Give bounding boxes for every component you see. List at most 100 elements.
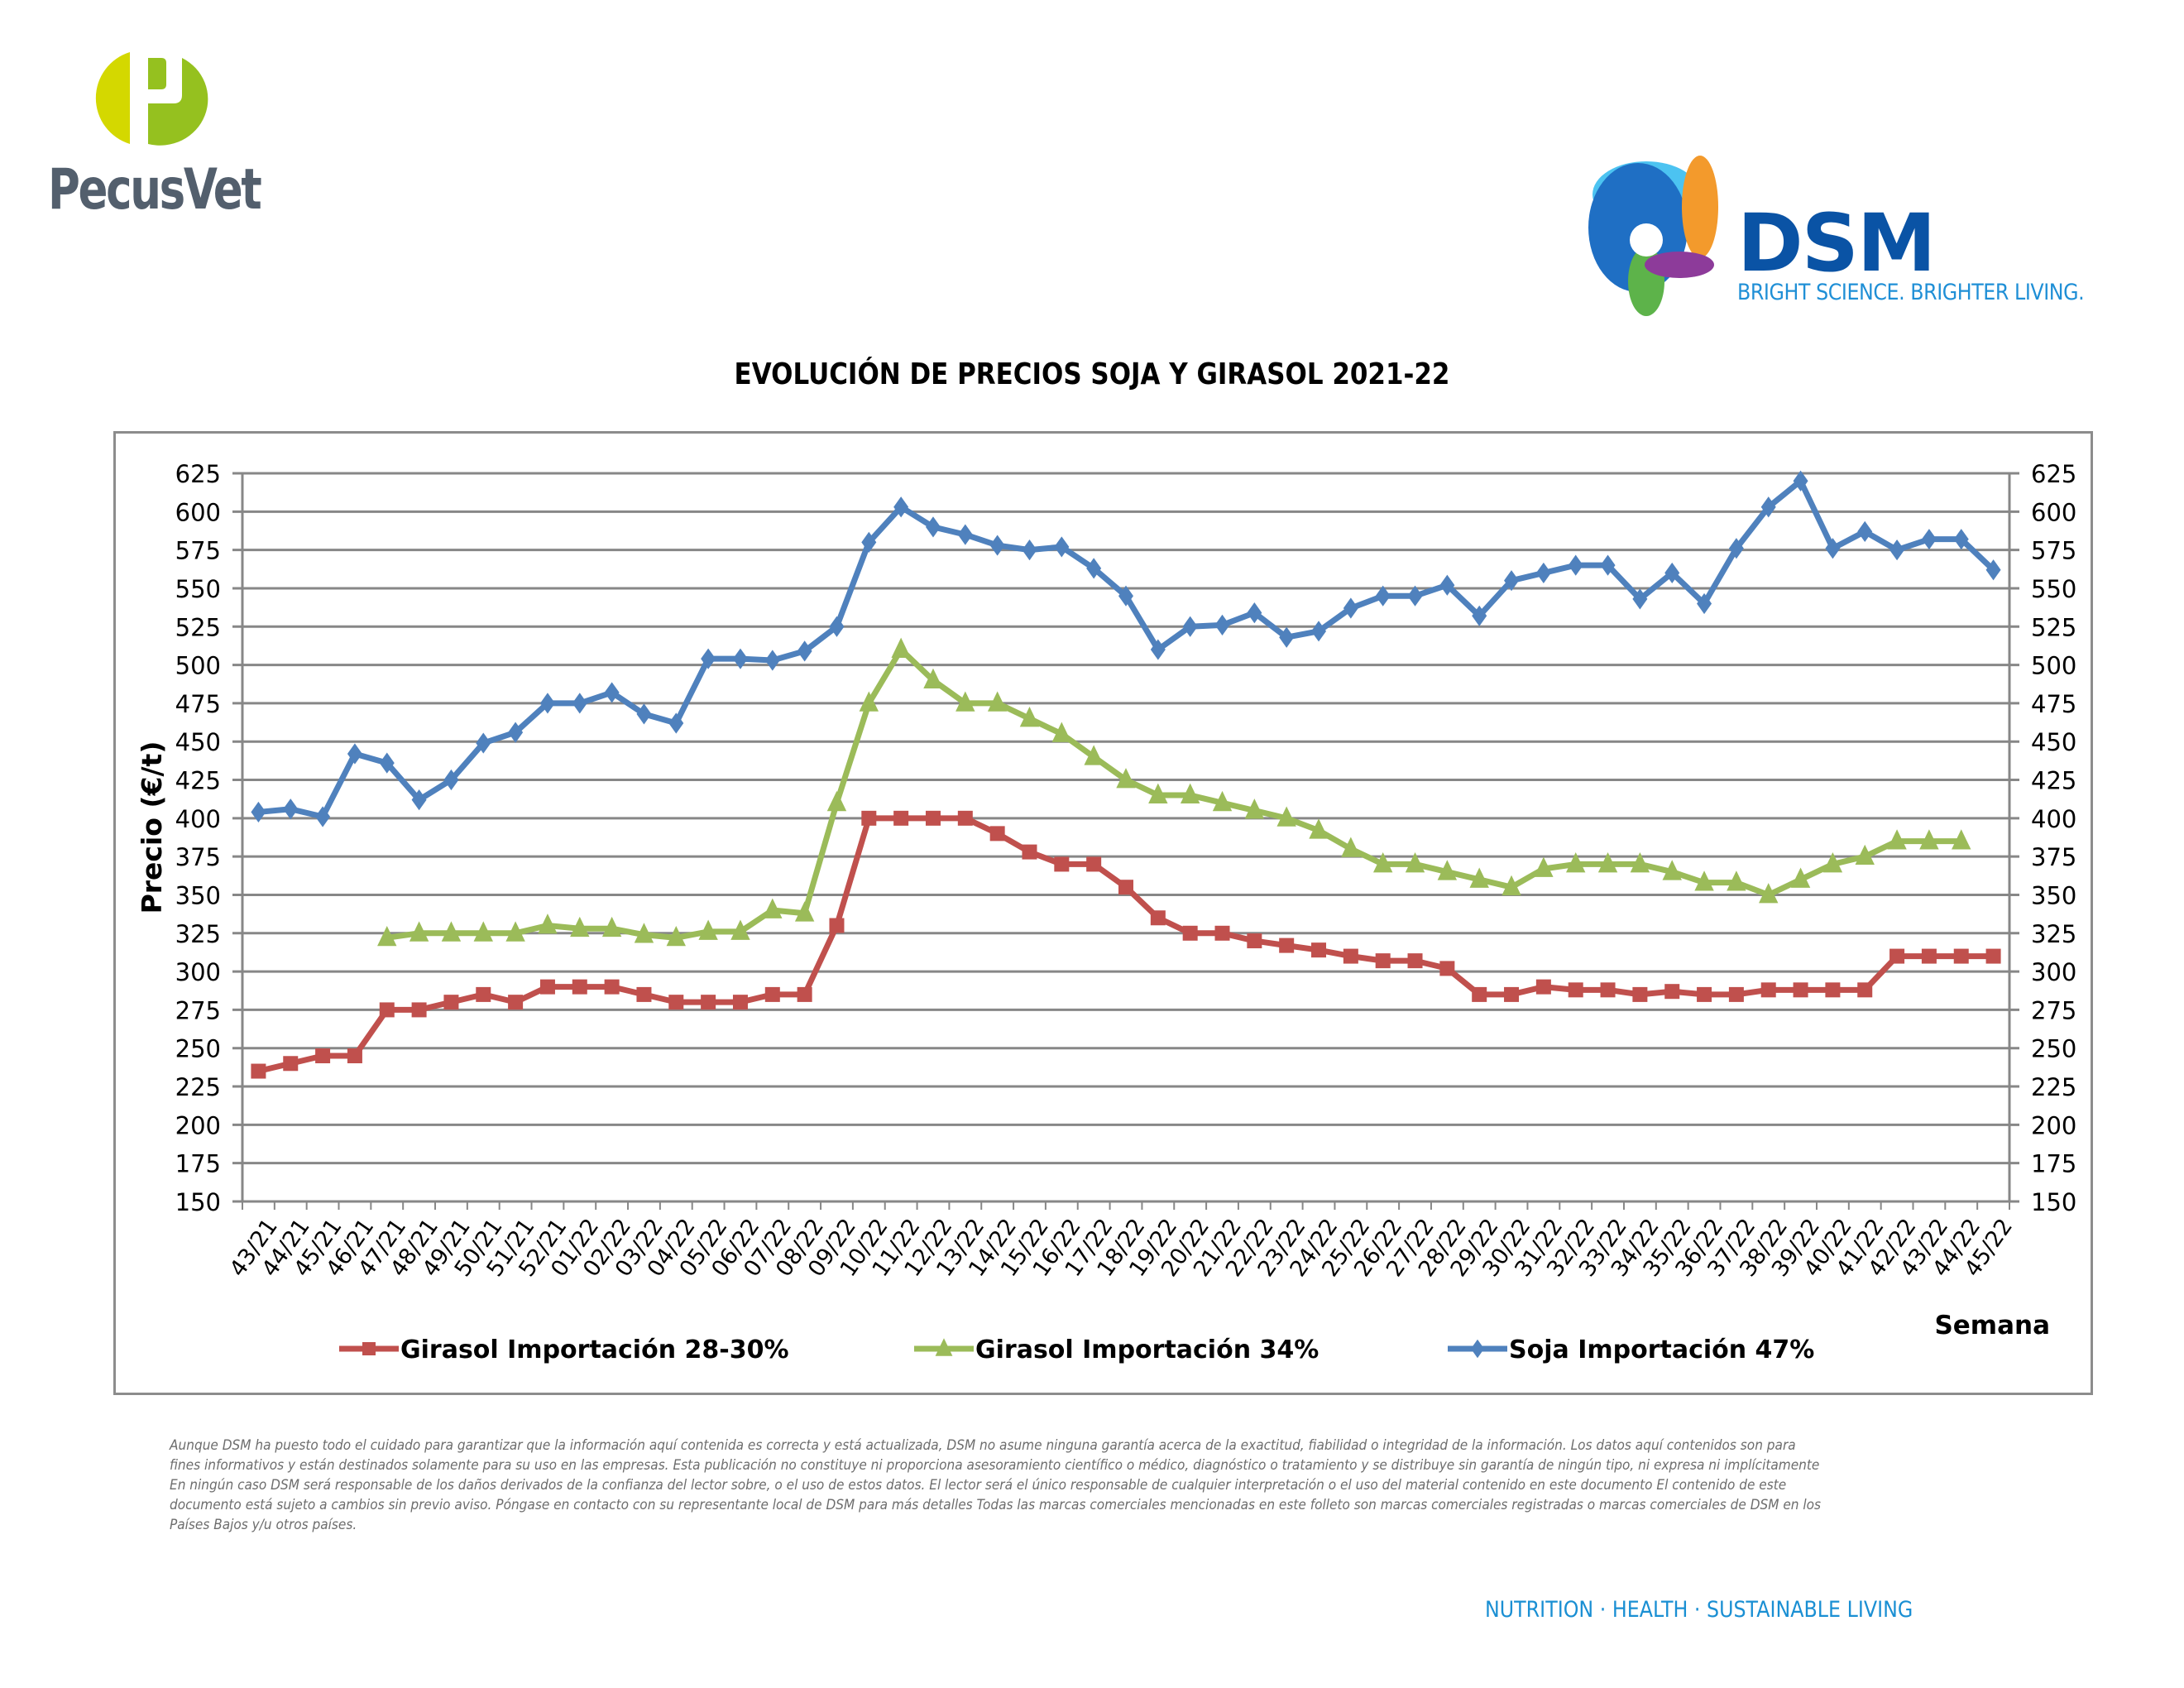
y-tick-label-left: 475 (175, 690, 221, 718)
data-point-diamond (668, 712, 684, 734)
y-tick-label-left: 225 (175, 1073, 221, 1101)
data-point-diamond (893, 496, 909, 518)
data-point-diamond (1600, 554, 1616, 576)
disclaimer-text: Aunque DSM ha puesto todo el cuidado par… (170, 1437, 1822, 1532)
series-3 (251, 470, 2001, 827)
data-point-diamond (1921, 529, 1937, 550)
data-point-square (1889, 948, 1905, 964)
y-tick-label-right: 525 (2031, 613, 2076, 641)
data-point-diamond (1054, 536, 1070, 558)
data-point-diamond (1953, 529, 1969, 550)
data-point-diamond (1247, 602, 1262, 624)
data-point-triangle (987, 691, 1008, 712)
data-point-square (1953, 948, 1969, 964)
series-lines (251, 470, 2001, 1079)
y-tick-label-left: 500 (175, 652, 221, 680)
data-point-triangle (1919, 829, 1939, 850)
data-point-triangle (1405, 852, 1425, 873)
data-point-diamond (797, 640, 812, 662)
data-point-square (1535, 979, 1551, 995)
y-tick-label-right: 450 (2031, 728, 2076, 756)
data-point-diamond (251, 801, 266, 823)
legend-label: Girasol Importación 28-30% (400, 1336, 789, 1364)
data-point-square (925, 810, 941, 826)
y-tick-label-left: 425 (175, 767, 221, 795)
dsm-logo-icon (1588, 156, 1718, 316)
y-tick-label-left: 175 (175, 1150, 221, 1178)
data-point-square (1375, 953, 1391, 969)
data-point-square (508, 995, 524, 1010)
data-point-diamond (572, 693, 587, 714)
legend-label: Girasol Importación 34% (975, 1336, 1319, 1364)
y-tick-label-right: 600 (2031, 498, 2076, 526)
legend-item-3: Soja Importación 47% (1448, 1336, 1814, 1364)
axes: 150 150 175 175 200 200 225 225 250 250 275 275 300 3… (136, 460, 2076, 1340)
y-tick-label-right: 175 (2031, 1150, 2076, 1178)
data-point-triangle (1180, 783, 1200, 803)
data-point-triangle (1790, 867, 1811, 888)
data-point-square (1439, 961, 1455, 976)
legend: Girasol Importación 28-30% Girasol Import… (339, 1336, 1814, 1364)
data-point-diamond (1793, 470, 1808, 492)
data-point-square (1600, 982, 1616, 998)
data-point-triangle (1212, 790, 1233, 812)
data-point-square (604, 979, 620, 995)
y-tick-label-left: 275 (175, 996, 221, 1024)
data-point-triangle (1341, 837, 1361, 857)
data-point-diamond (861, 531, 877, 553)
y-tick-label-left: 250 (175, 1035, 221, 1063)
data-point-square (476, 986, 491, 1002)
data-point-diamond (1086, 558, 1102, 579)
data-point-triangle (1437, 860, 1458, 880)
data-point-diamond (989, 535, 1005, 556)
data-point-square (797, 986, 812, 1002)
data-point-diamond (1375, 585, 1391, 607)
y-tick-label-right: 475 (2031, 690, 2076, 718)
data-point-square (1311, 942, 1327, 958)
series-line (258, 477, 1995, 820)
data-point-square (1214, 925, 1230, 941)
footer-tagline: NUTRITION · HEALTH · SUSTAINABLE LIVING (1485, 1597, 1913, 1623)
data-point-square (1921, 948, 1937, 964)
data-point-diamond (1279, 626, 1295, 648)
data-point-triangle (1759, 883, 1779, 904)
data-point-square (1118, 880, 1133, 895)
data-point-diamond (1182, 616, 1198, 637)
data-point-triangle (1276, 806, 1296, 827)
data-point-square (1664, 984, 1680, 1000)
data-point-square (1760, 982, 1776, 998)
y-tick-label-right: 300 (2031, 958, 2076, 986)
data-point-triangle (601, 916, 622, 938)
data-point-diamond (604, 682, 620, 703)
data-point-square (764, 986, 780, 1002)
data-point-diamond (539, 693, 555, 714)
data-point-triangle (473, 921, 493, 942)
data-point-square (1279, 938, 1295, 953)
y-tick-label-left: 325 (175, 920, 221, 948)
gridlines (232, 472, 2019, 1203)
data-point-square (539, 979, 555, 995)
data-point-square (283, 1056, 299, 1072)
data-point-diamond (1535, 562, 1551, 584)
data-point-square (861, 810, 877, 826)
data-point-triangle (923, 668, 943, 689)
data-point-diamond (347, 743, 362, 765)
data-point-square (893, 810, 909, 826)
data-point-square (315, 1048, 331, 1063)
chart-title: EVOLUCIÓN DE PRECIOS SOJA Y GIRASOL 2021… (734, 357, 1450, 391)
y-tick-label-right: 150 (2031, 1188, 2076, 1216)
data-point-diamond (636, 703, 652, 725)
data-point-triangle (1855, 844, 1875, 866)
data-point-triangle (956, 691, 975, 712)
data-point-diamond (508, 722, 524, 743)
data-point-diamond (1343, 597, 1358, 619)
y-tick-label-right: 550 (2031, 575, 2076, 603)
data-point-diamond (476, 732, 491, 754)
data-point-diamond (1632, 588, 1648, 610)
series-2 (377, 637, 1971, 947)
data-point-square (1793, 982, 1808, 998)
data-point-triangle (1822, 852, 1843, 873)
y-tick-label-right: 425 (2031, 767, 2076, 795)
y-tick-label-left: 150 (175, 1188, 221, 1216)
